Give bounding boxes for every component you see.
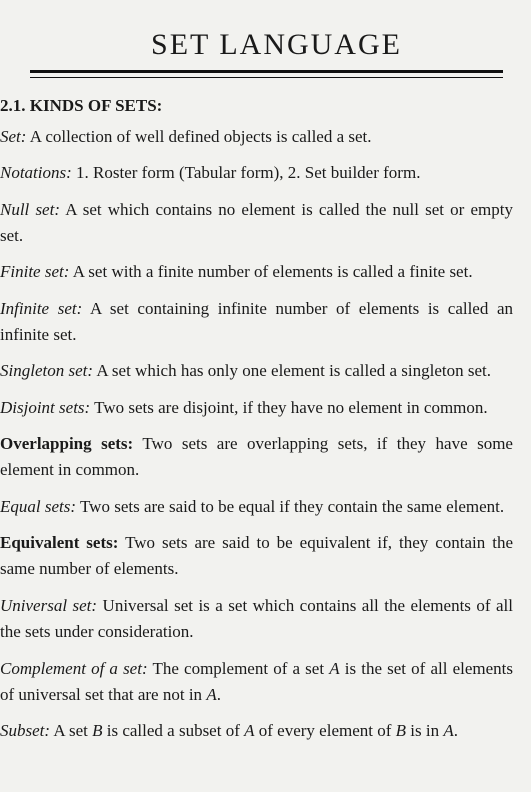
definition-entry: Complement of a set: The complement of a… — [0, 656, 513, 709]
definition-entry: Set: A collection of well defined object… — [0, 124, 513, 150]
definition-body: A set which contains no element is calle… — [0, 200, 513, 245]
definition-body: A set with a finite number of elements i… — [73, 262, 473, 281]
definition-entry: Singleton set: A set which has only one … — [0, 358, 513, 384]
definition-term: Notations: — [0, 163, 72, 182]
definition-body: Two sets are said to be equal if they co… — [80, 497, 504, 516]
definition-entry: Disjoint sets: Two sets are disjoint, if… — [0, 395, 513, 421]
definition-term: Equivalent sets: — [0, 533, 118, 552]
definition-entry: Overlapping sets: Two sets are overlappi… — [0, 431, 513, 484]
horizontal-rule — [30, 70, 503, 78]
definition-body: A set B is called a subset of A of every… — [53, 721, 458, 740]
definition-term: Singleton set: — [0, 361, 93, 380]
definition-term: Universal set: — [0, 596, 97, 615]
definition-list: Set: A collection of well defined object… — [0, 124, 513, 745]
definition-term: Set: — [0, 127, 26, 146]
title-rule — [10, 70, 503, 78]
definition-body: Two sets are disjoint, if they have no e… — [94, 398, 488, 417]
definition-entry: Equal sets: Two sets are said to be equa… — [0, 494, 513, 520]
page: SET LANGUAGE 2.1. KINDS OF SETS: Set: A … — [0, 0, 531, 792]
definition-entry: Subset: A set B is called a subset of A … — [0, 718, 513, 744]
definition-term: Disjoint sets: — [0, 398, 90, 417]
definition-entry: Equivalent sets: Two sets are said to be… — [0, 530, 513, 583]
definition-body: A set which has only one element is call… — [96, 361, 491, 380]
definition-entry: Finite set: A set with a finite number o… — [0, 259, 513, 285]
definition-entry: Universal set: Universal set is a set wh… — [0, 593, 513, 646]
definition-term: Null set: — [0, 200, 60, 219]
section-heading: 2.1. KINDS OF SETS: — [0, 96, 513, 116]
definition-term: Overlapping sets: — [0, 434, 133, 453]
definition-body: A collection of well defined objects is … — [30, 127, 372, 146]
definition-term: Equal sets: — [0, 497, 76, 516]
definition-term: Subset: — [0, 721, 50, 740]
definition-term: Complement of a set: — [0, 659, 148, 678]
definition-entry: Infinite set: A set containing infinite … — [0, 296, 513, 349]
definition-term: Infinite set: — [0, 299, 82, 318]
definition-entry: Notations: 1. Roster form (Tabular form)… — [0, 160, 513, 186]
definition-body: 1. Roster form (Tabular form), 2. Set bu… — [76, 163, 420, 182]
definition-term: Finite set: — [0, 262, 69, 281]
page-title: SET LANGUAGE — [0, 28, 513, 62]
definition-entry: Null set: A set which contains no elemen… — [0, 197, 513, 250]
